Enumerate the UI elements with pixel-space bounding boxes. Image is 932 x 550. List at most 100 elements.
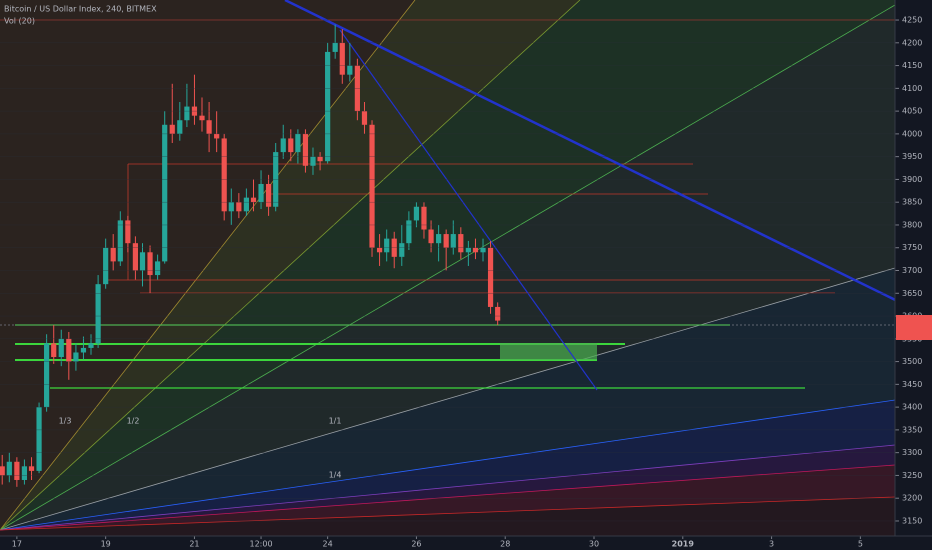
- y-tick-label: 4200: [902, 38, 922, 47]
- candle-body: [110, 247, 116, 262]
- drawings: [0, 0, 895, 536]
- candle-body: [66, 338, 72, 362]
- x-tick-label: 21: [189, 540, 199, 549]
- candle-body: [458, 234, 464, 253]
- candle-body: [339, 42, 345, 75]
- y-tick-label: 3400: [902, 403, 922, 412]
- candle-body: [443, 234, 449, 248]
- subtitle: Vol (20): [4, 17, 35, 26]
- candle-body: [155, 261, 161, 276]
- y-tick-label: 4000: [902, 129, 922, 138]
- candle-body: [450, 234, 456, 248]
- candle-body: [250, 197, 257, 203]
- candle-body: [495, 306, 501, 321]
- candle-body: [132, 243, 139, 271]
- candle-body: [361, 111, 368, 125]
- y-tick-label: 3300: [902, 448, 922, 457]
- candle-body: [384, 238, 390, 253]
- candle-body: [95, 284, 101, 344]
- x-tick-label: 2019: [672, 540, 695, 549]
- candle-body: [73, 352, 79, 362]
- fan-label: 1/3: [59, 417, 72, 426]
- candle-body: [6, 461, 12, 476]
- candle-body: [406, 220, 412, 244]
- y-tick-label: 3650: [902, 289, 922, 298]
- y-tick-label: 3150: [902, 516, 922, 525]
- candle-body: [310, 156, 316, 166]
- y-tick-label: 3950: [902, 152, 922, 161]
- candle-body: [184, 106, 190, 121]
- candle-body: [214, 133, 220, 139]
- candle-body: [369, 124, 375, 248]
- candle-body: [139, 252, 146, 271]
- y-tick-label: 3800: [902, 220, 922, 229]
- x-tick-label: 3: [769, 540, 774, 549]
- candle-body: [228, 202, 234, 212]
- candle-body: [413, 206, 420, 221]
- candle-body: [88, 343, 94, 348]
- candle-body: [103, 247, 109, 285]
- chart-title: Bitcoin / US Dollar Index, 240, BITMEX: [4, 5, 157, 14]
- candle-body: [280, 138, 286, 153]
- candle-body: [480, 247, 486, 253]
- x-tick-label: 24: [323, 540, 333, 549]
- y-tick-label: 3850: [902, 198, 922, 207]
- y-tick-label: 3200: [902, 494, 922, 503]
- y-tick-label: 3250: [902, 471, 922, 480]
- candle-body: [21, 466, 28, 480]
- y-tick-label: 3450: [902, 380, 922, 389]
- candle-body: [302, 133, 309, 166]
- candle-body: [317, 156, 323, 162]
- candle-body: [243, 197, 249, 212]
- trend-line: [339, 29, 598, 391]
- fan-zone: [0, 0, 895, 530]
- candle-body: [472, 247, 479, 253]
- y-tick-label: 3900: [902, 175, 922, 184]
- candle-body: [199, 115, 205, 121]
- x-tick-label: 28: [500, 540, 510, 549]
- candle-body: [288, 138, 294, 153]
- candle-body: [421, 206, 427, 230]
- candle-body: [436, 234, 442, 244]
- candle-body: [376, 247, 383, 253]
- y-tick-label: 4100: [902, 84, 922, 93]
- x-tick-label: 19: [101, 540, 111, 549]
- fan-label: 1/4: [329, 471, 342, 480]
- candle-body: [347, 65, 353, 75]
- candle-body: [14, 461, 20, 480]
- candle-body: [162, 124, 168, 262]
- candle-body: [295, 133, 301, 153]
- zone-box: [500, 343, 597, 360]
- candle-body: [258, 183, 264, 203]
- candle-body: [147, 252, 153, 276]
- y-tick-label: 3350: [902, 425, 922, 434]
- candle-body: [169, 124, 175, 134]
- fan-zone: [0, 497, 895, 536]
- y-tick-label: 3700: [902, 266, 922, 275]
- trend-line: [284, 0, 895, 302]
- candle-body: [58, 338, 64, 358]
- candle-body: [36, 407, 42, 471]
- candle-body: [117, 220, 123, 262]
- fan-label: 1/1: [329, 417, 342, 426]
- candle-body: [332, 42, 338, 52]
- candle-body: [465, 247, 471, 253]
- y-tick-label: 4250: [902, 16, 922, 25]
- candle-body: [487, 247, 494, 307]
- y-tick-label: 4150: [902, 61, 922, 70]
- price-marker: [896, 315, 932, 340]
- candle-body: [28, 466, 35, 471]
- y-tick-label: 4050: [902, 107, 922, 116]
- candle-body: [428, 229, 434, 244]
- candle-body: [125, 220, 131, 244]
- candle-body: [265, 183, 272, 207]
- y-tick-label: 3500: [902, 357, 922, 366]
- x-tick-label: 5: [858, 540, 863, 549]
- candle-body: [80, 347, 87, 353]
- candle-body: [221, 138, 227, 212]
- candle-body: [0, 466, 5, 476]
- x-tick-label: 30: [589, 540, 599, 549]
- fan-label: 1/2: [127, 417, 140, 426]
- x-tick-label: 17: [12, 540, 22, 549]
